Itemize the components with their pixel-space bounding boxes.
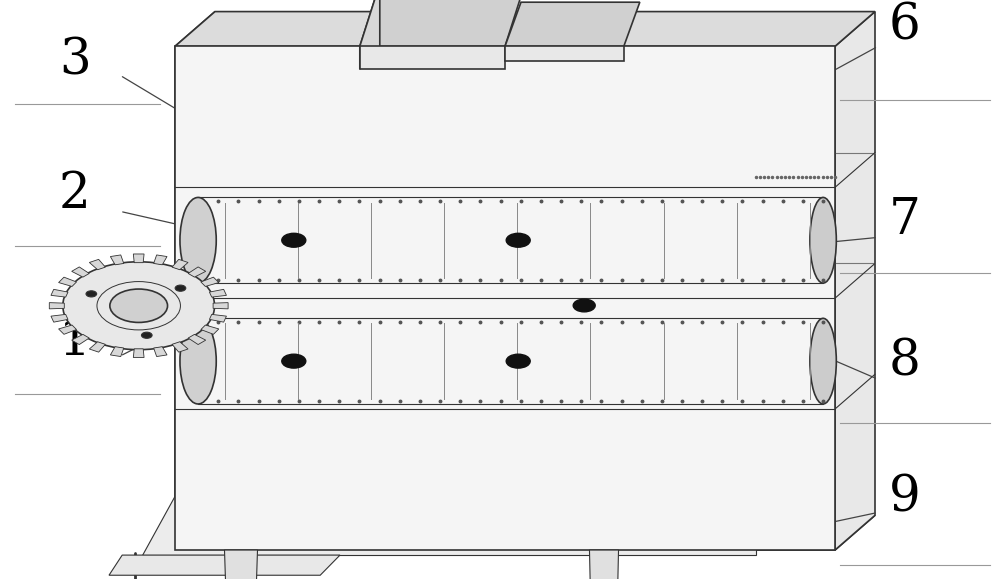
Circle shape xyxy=(110,289,168,323)
Polygon shape xyxy=(133,254,144,263)
Polygon shape xyxy=(201,277,219,287)
Text: 7: 7 xyxy=(889,195,921,245)
Polygon shape xyxy=(49,303,64,309)
Circle shape xyxy=(141,332,152,338)
Polygon shape xyxy=(213,303,228,309)
Polygon shape xyxy=(505,46,624,61)
Polygon shape xyxy=(209,290,226,297)
Polygon shape xyxy=(59,325,77,334)
Ellipse shape xyxy=(180,197,216,283)
Circle shape xyxy=(573,299,595,312)
Polygon shape xyxy=(209,314,226,322)
Polygon shape xyxy=(172,342,188,352)
Polygon shape xyxy=(72,267,89,277)
Polygon shape xyxy=(72,334,89,345)
Circle shape xyxy=(63,262,215,350)
Circle shape xyxy=(506,354,530,368)
Polygon shape xyxy=(360,46,505,69)
Circle shape xyxy=(506,233,530,247)
Text: 5: 5 xyxy=(549,1,581,51)
Polygon shape xyxy=(360,0,525,46)
Polygon shape xyxy=(360,0,380,69)
Polygon shape xyxy=(51,290,68,297)
Circle shape xyxy=(175,285,186,291)
Polygon shape xyxy=(201,325,219,334)
Polygon shape xyxy=(154,347,167,357)
Polygon shape xyxy=(89,259,105,270)
Text: 6: 6 xyxy=(889,1,921,51)
Polygon shape xyxy=(59,277,77,287)
Ellipse shape xyxy=(810,318,836,404)
Polygon shape xyxy=(51,314,68,322)
Text: 8: 8 xyxy=(889,337,921,387)
Circle shape xyxy=(112,264,173,299)
Polygon shape xyxy=(175,515,875,550)
Polygon shape xyxy=(175,46,835,550)
Polygon shape xyxy=(224,550,258,579)
Polygon shape xyxy=(142,494,756,555)
Polygon shape xyxy=(154,255,167,265)
Polygon shape xyxy=(172,259,188,270)
Polygon shape xyxy=(110,347,124,357)
Text: 3: 3 xyxy=(59,36,91,86)
Polygon shape xyxy=(175,12,215,550)
Circle shape xyxy=(129,274,156,290)
Text: 2: 2 xyxy=(59,169,91,219)
Polygon shape xyxy=(175,12,875,46)
Polygon shape xyxy=(89,342,105,352)
Polygon shape xyxy=(110,255,124,265)
Text: 9: 9 xyxy=(889,473,921,523)
Polygon shape xyxy=(133,349,144,357)
Polygon shape xyxy=(589,550,619,579)
Circle shape xyxy=(282,233,306,247)
Text: 1: 1 xyxy=(59,317,91,367)
Polygon shape xyxy=(505,2,640,46)
Polygon shape xyxy=(188,334,206,345)
Text: 4: 4 xyxy=(379,1,411,51)
Circle shape xyxy=(282,354,306,368)
Polygon shape xyxy=(109,555,340,576)
Ellipse shape xyxy=(810,197,836,283)
Ellipse shape xyxy=(180,318,216,404)
Circle shape xyxy=(86,291,97,297)
Polygon shape xyxy=(188,267,206,277)
Polygon shape xyxy=(835,12,875,550)
